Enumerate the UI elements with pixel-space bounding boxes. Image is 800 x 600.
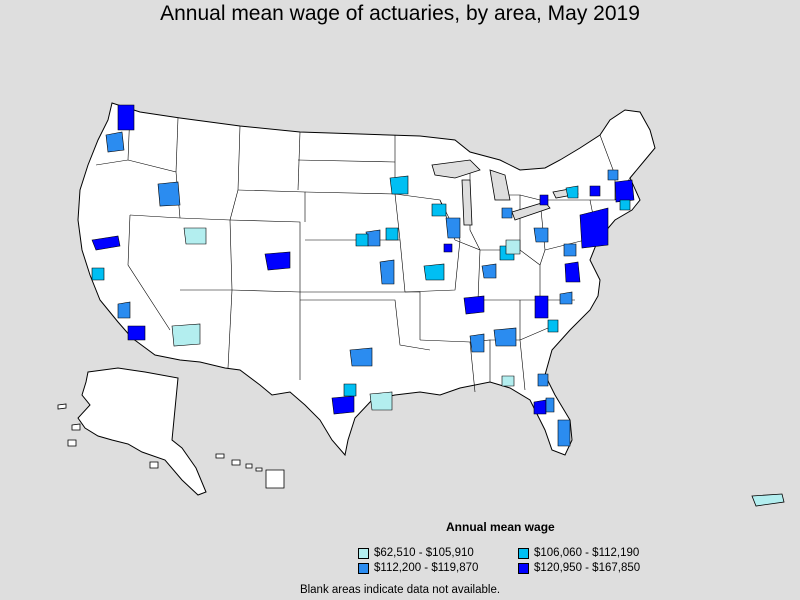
legend-item-tier-3: $112,200 - $119,870 xyxy=(358,562,478,574)
great-lakes xyxy=(431,159,579,226)
metro-areas xyxy=(91,104,635,447)
footnote: Blank areas indicate data not available. xyxy=(299,584,501,596)
puerto-rico-outline xyxy=(751,493,785,507)
alaska-outline xyxy=(77,367,207,496)
legend-label-tier-4: $120,950 - $167,850 xyxy=(534,562,641,574)
legend-label-tier-2: $106,060 - $112,190 xyxy=(534,547,640,559)
legend-item-tier-1: $62,510 - $105,910 xyxy=(358,547,474,559)
legend-title: Annual mean wage xyxy=(446,520,555,534)
legend-item-tier-4: $120,950 - $167,850 xyxy=(518,562,640,574)
legend-label-tier-3: $112,200 - $119,870 xyxy=(374,562,479,574)
legend-swatch-tier-4 xyxy=(518,562,529,574)
legend-label-tier-1: $62,510 - $105,910 xyxy=(374,547,474,559)
legend-item-tier-2: $106,060 - $112,190 xyxy=(518,547,639,559)
hawaii-outline xyxy=(215,453,285,489)
legend-swatch-tier-1 xyxy=(358,547,369,559)
legend-swatch-tier-2 xyxy=(518,547,529,559)
contiguous-us-outline xyxy=(77,102,656,457)
legend-swatch-tier-3 xyxy=(358,562,369,574)
alaska-islands xyxy=(57,403,159,469)
map-title: Annual mean wage of actuaries, by area, … xyxy=(160,2,640,25)
